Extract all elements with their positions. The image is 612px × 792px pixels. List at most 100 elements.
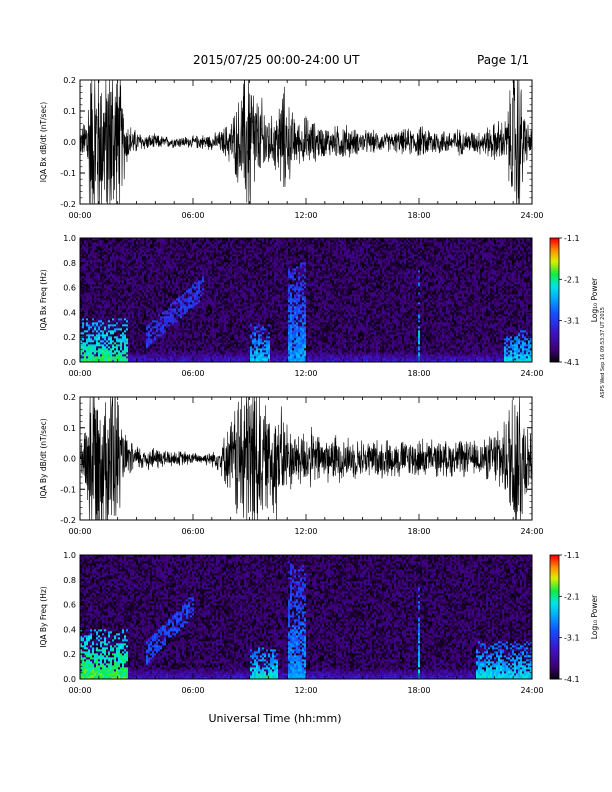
spectrogram-cell [162,316,165,319]
spectrogram-cell [102,286,105,289]
spectrogram-cell [136,356,139,359]
spectrogram-cell [80,348,83,351]
spectrogram-cell [212,276,215,279]
spectrogram-cell [190,258,193,261]
spectrogram-cell [204,248,207,251]
spectrogram-cell [226,242,229,245]
spectrogram-cell [108,340,111,343]
spectrogram-cell [210,274,213,277]
spectrogram-cell [144,334,147,337]
spectrogram-cell [168,264,171,267]
spectrogram-cell [230,282,233,285]
spectrogram-cell [182,308,185,311]
spectrogram-cell [152,278,155,281]
spectrogram-cell [84,302,87,305]
spectrogram-cell [198,280,201,283]
spectrogram-cell [150,320,153,323]
spectrogram-cell [94,328,97,331]
spectrogram-cell [94,348,97,351]
spectrogram-cell [168,256,171,259]
spectrogram-cell [132,268,135,271]
spectrogram-cell [96,320,99,323]
spectrogram-cell [170,334,173,337]
spectrogram-cell [94,300,97,303]
spectrogram-cell [178,258,181,261]
spectrogram-cell [180,250,183,253]
spectrogram-cell [138,334,141,337]
spectrogram-cell [236,306,239,309]
spectrogram-cell [116,260,119,263]
spectrogram-cell [170,352,173,355]
spectrogram-cell [104,244,107,247]
spectrogram-cell [232,346,235,349]
spectrogram-cell [152,246,155,249]
spectrogram-cell [204,240,207,243]
spectrogram-cell [182,282,185,285]
spectrogram-cell [156,298,159,301]
spectrogram-cell [200,262,203,265]
spectrogram-cell [214,338,217,341]
spectrogram-cell [220,246,223,249]
spectrogram-cell [230,348,233,351]
spectrogram-cell [84,246,87,249]
spectrogram-cell [156,280,159,283]
spectrogram-cell [226,316,229,319]
spectrogram-cell [208,292,211,295]
spectrogram-cell [94,338,97,341]
spectrogram-cell [160,352,163,355]
spectrogram-cell [88,238,91,241]
spectrogram-cell [110,242,113,245]
spectrogram-cell [160,244,163,247]
spectrogram-cell [186,300,189,303]
spectrogram-cell [84,240,87,243]
spectrogram-cell [146,270,149,273]
spectrogram-cell [132,294,135,297]
spectrogram-cell [170,328,173,331]
spectrogram-cell [230,322,233,325]
spectrogram-cell [142,344,145,347]
spectrogram-cell [164,294,167,297]
spectrogram-cell [98,330,101,333]
spectrogram-cell [228,276,231,279]
spectrogram-cell [86,346,89,349]
spectrogram-cell [160,328,163,331]
spectrogram-cell [136,310,139,313]
spectrogram-cell [166,240,169,243]
spectrogram-cell [94,318,97,321]
spectrogram-cell [144,272,147,275]
spectrogram-cell [106,340,109,343]
spectrogram-cell [166,248,169,251]
spectrogram-cell [140,268,143,271]
spectrogram-cell [160,318,163,321]
spectrogram-cell [208,290,211,293]
spectrogram-cell [114,282,117,285]
spectrogram-cell [100,328,103,331]
spectrogram-cell [216,300,219,303]
spectrogram-cell [148,290,151,293]
spectrogram-cell [116,326,119,329]
spectrogram-cell [128,308,131,311]
spectrogram-cell [200,310,203,313]
spectrogram-cell [110,256,113,259]
spectrogram-cell [128,318,131,321]
spectrogram-cell [108,332,111,335]
spectrogram-cell [170,332,173,335]
spectrogram-cell [100,358,103,361]
spectrogram-cell [224,294,227,297]
spectrogram-cell [212,248,215,251]
spectrogram-cell [154,290,157,293]
spectrogram-cell [140,294,143,297]
spectrogram-cell [104,348,107,351]
spectrogram-cell [138,350,141,353]
spectrogram-cell [228,268,231,271]
spectrogram-cell [100,352,103,355]
spectrogram-cell [138,292,141,295]
spectrogram-cell [90,280,93,283]
spectrogram-cell [208,300,211,303]
spectrogram-cell [128,352,131,355]
spectrogram-cell [166,324,169,327]
spectrogram-cell [228,250,231,253]
spectrogram-cell [120,296,123,299]
spectrogram-cell [134,252,137,255]
spectrogram-cell [198,340,201,343]
